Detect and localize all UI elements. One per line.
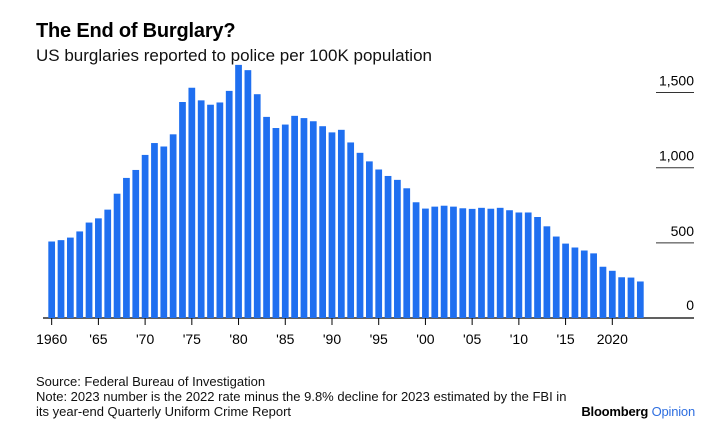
x-tick-label: '85 <box>276 331 294 347</box>
bar-1963 <box>76 231 84 318</box>
bar-2002 <box>440 205 448 318</box>
x-tick-label: '15 <box>556 331 574 347</box>
bar-2020 <box>608 270 616 318</box>
bar-2010 <box>515 212 523 318</box>
bar-2001 <box>431 206 439 318</box>
x-axis-ticks: 1960 '65 '70 '75 '80 '85 '90 '95 '00 '05 '10 '15 202… <box>36 318 628 347</box>
bar-1962 <box>67 237 74 318</box>
chart-title: The End of Burglary? <box>36 20 236 42</box>
x-tick-label: 1960 <box>36 331 67 347</box>
bar-1967 <box>113 193 121 318</box>
bar-2004 <box>459 208 467 318</box>
bar-1994 <box>366 161 373 318</box>
bar-2003 <box>450 206 457 318</box>
bar-2013 <box>543 226 551 318</box>
y-tick-label: 500 <box>671 223 695 239</box>
bar-1983 <box>263 116 270 318</box>
bar-1976 <box>197 100 205 318</box>
bar-2015 <box>562 243 569 318</box>
bar-1981 <box>244 70 252 319</box>
bar-1986 <box>291 115 298 318</box>
bar-1972 <box>160 146 168 318</box>
bar-1978 <box>216 102 224 318</box>
chart-footer: Source: Federal Bureau of Investigation … <box>36 374 576 419</box>
bar-1974 <box>179 102 186 318</box>
bar-1969 <box>132 169 140 318</box>
bar-1989 <box>319 126 327 319</box>
bar-1997 <box>394 179 401 318</box>
bar-2014 <box>552 236 560 318</box>
bar-1970 <box>141 154 149 318</box>
x-tick-label: 2020 <box>597 331 628 347</box>
bar-1984 <box>272 128 280 318</box>
bar-1999 <box>412 202 420 318</box>
bar-2019 <box>599 266 607 318</box>
bar-1965 <box>95 218 102 318</box>
y-tick-label: 1,500 <box>659 73 694 89</box>
bar-1975 <box>188 87 196 319</box>
bar-1988 <box>309 121 317 318</box>
bar-1992 <box>347 142 355 318</box>
bar-2006 <box>478 207 485 318</box>
bar-2018 <box>590 253 597 318</box>
x-tick-label: '10 <box>510 331 528 347</box>
bar-2008 <box>496 207 504 318</box>
y-tick-label: 1,000 <box>659 148 694 164</box>
bar-2023 <box>636 281 644 318</box>
bar-2005 <box>468 208 476 318</box>
x-tick-label: '90 <box>323 331 341 347</box>
x-tick-label: '75 <box>183 331 201 347</box>
bar-1996 <box>384 175 392 318</box>
bar-1991 <box>337 129 345 318</box>
bar-1968 <box>123 177 130 318</box>
bar-1982 <box>253 94 261 318</box>
brand-logo: Bloomberg Opinion <box>581 404 695 419</box>
bar-1977 <box>207 104 214 318</box>
bar-2011 <box>524 212 532 318</box>
bar-1971 <box>151 143 158 318</box>
x-tick-label: '05 <box>463 331 481 347</box>
bar-2022 <box>627 277 635 318</box>
x-tick-label: '95 <box>370 331 388 347</box>
y-axis-labels: 0 500 1,000 1,500 <box>659 73 694 313</box>
source-text: Source: Federal Bureau of Investigation <box>36 374 266 389</box>
bar-1966 <box>104 209 112 318</box>
bar-2017 <box>580 250 588 318</box>
bar-1979 <box>225 90 233 318</box>
bar-2000 <box>422 208 429 318</box>
bar-1985 <box>281 124 289 318</box>
bar-1961 <box>57 240 65 318</box>
x-tick-label: '65 <box>89 331 107 347</box>
bar-series <box>48 64 644 319</box>
x-tick-label: '00 <box>416 331 434 347</box>
bar-1964 <box>85 222 93 318</box>
bar-1998 <box>403 188 411 318</box>
bar-1995 <box>375 169 383 318</box>
chart-subtitle: US burglaries reported to police per 100… <box>36 46 432 65</box>
bar-1993 <box>356 152 364 318</box>
y-tick-label: 0 <box>686 297 694 313</box>
brand-name: Bloomberg <box>581 404 649 419</box>
x-tick-label: '80 <box>229 331 247 347</box>
bar-1980 <box>235 64 242 318</box>
bar-2007 <box>487 208 495 318</box>
bar-1973 <box>169 134 177 318</box>
bar-2021 <box>618 277 626 318</box>
x-tick-label: '70 <box>136 331 154 347</box>
bar-2012 <box>534 217 541 318</box>
note-text: Note: 2023 number is the 2022 rate minus… <box>36 389 567 419</box>
bar-1987 <box>300 118 308 318</box>
bar-1990 <box>328 132 336 318</box>
bar-1960 <box>48 241 56 318</box>
bar-2009 <box>506 210 513 318</box>
brand-suffix: Opinion <box>651 404 696 419</box>
bar-2016 <box>571 247 579 318</box>
